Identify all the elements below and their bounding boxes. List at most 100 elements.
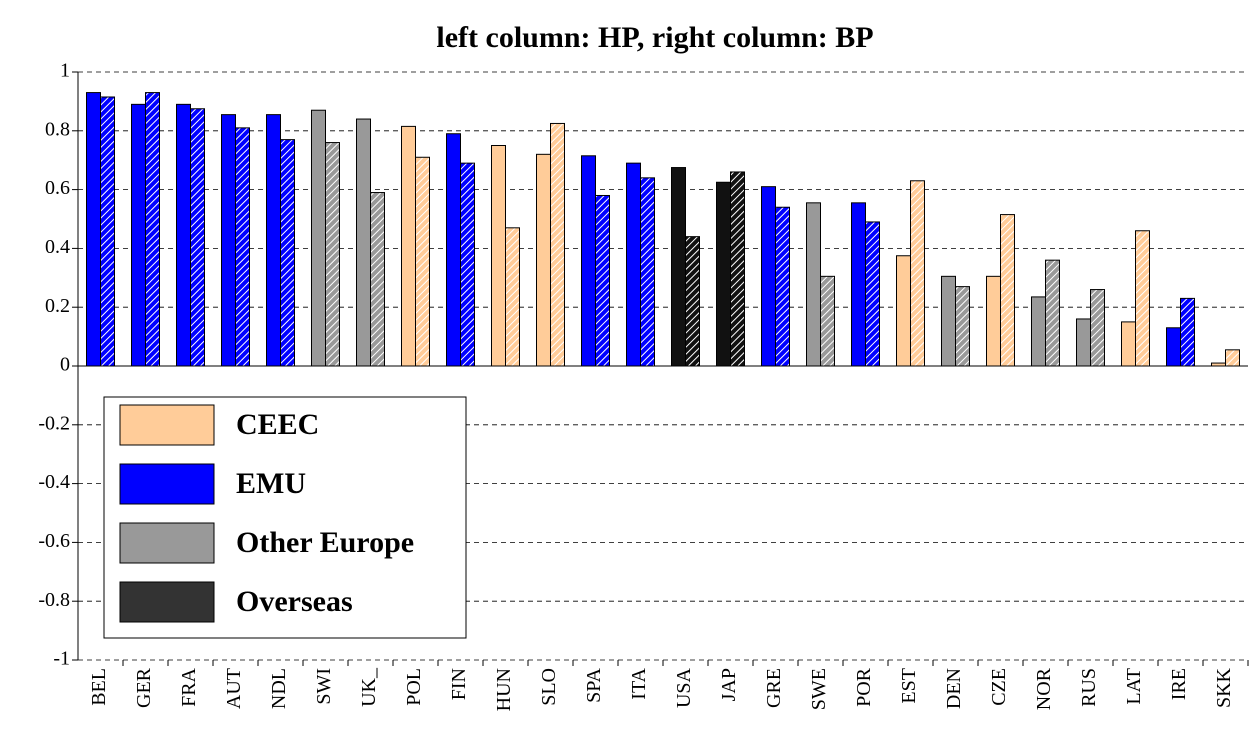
legend-label: Overseas — [236, 585, 353, 618]
legend-swatch — [119, 463, 215, 505]
x-tick-label: BEL — [88, 668, 110, 706]
bar — [536, 153, 551, 367]
y-tick-label: 0.2 — [45, 295, 70, 317]
x-tick-label: NDL — [268, 668, 290, 709]
x-tick-label: GRE — [763, 668, 785, 708]
bar — [1031, 296, 1046, 367]
bar — [550, 122, 565, 367]
x-tick-label: GER — [133, 667, 155, 708]
bar — [716, 181, 731, 367]
y-tick-label: -0.6 — [38, 530, 70, 552]
bar — [1180, 297, 1195, 367]
x-tick-label: FIN — [448, 668, 470, 700]
bar — [806, 202, 821, 367]
x-tick-label: SWE — [808, 668, 830, 710]
bar — [100, 96, 115, 367]
y-tick-label: 0.4 — [45, 236, 70, 258]
x-tick-label: FRA — [178, 667, 200, 706]
x-tick-label: SPA — [583, 667, 605, 702]
legend-swatch — [119, 581, 215, 623]
x-tick-label: POR — [853, 667, 875, 707]
x-tick-label: HUN — [493, 668, 515, 711]
x-tick-label: CZE — [988, 668, 1010, 706]
x-tick-label: JAP — [718, 668, 740, 701]
x-tick-label: AUT — [223, 668, 245, 709]
x-tick-label: POL — [403, 668, 425, 706]
bar — [581, 155, 596, 367]
bar — [356, 118, 371, 367]
x-tick-label: UK_ — [358, 667, 380, 707]
bar — [401, 125, 416, 367]
x-tick-label: USA — [673, 667, 695, 708]
bar — [311, 109, 326, 367]
bar — [595, 194, 610, 367]
bar — [1045, 259, 1060, 367]
bar — [266, 114, 281, 367]
bar — [145, 92, 160, 367]
bar — [775, 206, 790, 367]
x-tick-label: IRE — [1168, 668, 1190, 700]
bar — [820, 275, 835, 367]
bar — [415, 156, 430, 367]
x-tick-label: ITA — [628, 667, 650, 699]
bar — [730, 171, 745, 367]
bar — [1135, 230, 1150, 367]
bar — [235, 127, 250, 367]
bar — [325, 142, 340, 367]
bar — [941, 275, 956, 367]
bar — [131, 103, 146, 367]
legend-label: Other Europe — [236, 526, 414, 559]
bar — [1076, 318, 1091, 367]
x-tick-label: NOR — [1033, 667, 1055, 710]
bar — [505, 227, 520, 367]
bar — [1225, 349, 1240, 367]
y-tick-label: -0.2 — [38, 412, 70, 434]
legend-swatch — [119, 522, 215, 564]
bar — [1166, 327, 1181, 367]
bar — [370, 192, 385, 367]
bar — [1121, 321, 1136, 367]
bar — [446, 133, 461, 367]
chart-title: left column: HP, right column: BP — [436, 21, 873, 54]
x-tick-label: LAT — [1123, 668, 1145, 705]
x-tick-label: SLO — [538, 668, 560, 706]
bar — [865, 221, 880, 367]
bar — [280, 139, 295, 367]
bar — [685, 236, 700, 367]
x-tick-label: SKK — [1213, 667, 1235, 708]
bar — [640, 177, 655, 367]
bar — [491, 145, 506, 367]
bar — [176, 103, 191, 367]
y-tick-label: 0 — [60, 354, 70, 376]
y-tick-label: -0.4 — [38, 471, 70, 493]
x-tick-label: SWI — [313, 668, 335, 705]
y-tick-label: -0.8 — [38, 589, 70, 611]
x-tick-label: DEN — [943, 668, 965, 709]
bar — [896, 255, 911, 367]
bar — [1000, 214, 1015, 367]
x-tick-label: RUS — [1078, 668, 1100, 707]
bar — [1090, 289, 1105, 367]
bar — [910, 180, 925, 367]
bar — [955, 286, 970, 367]
legend-label: EMU — [236, 467, 306, 500]
bar — [761, 186, 776, 367]
y-tick-label: 0.6 — [45, 177, 70, 199]
bar — [460, 162, 475, 367]
legend-swatch — [119, 404, 215, 446]
bar — [671, 167, 686, 367]
bar — [221, 114, 236, 367]
y-tick-label: 0.8 — [45, 118, 70, 140]
bar — [86, 92, 101, 367]
bar — [1211, 362, 1226, 367]
bar — [626, 162, 641, 367]
legend-label: CEEC — [236, 408, 319, 441]
y-tick-label: 1 — [60, 60, 70, 82]
bar — [851, 202, 866, 367]
bar — [986, 275, 1001, 367]
bar — [190, 108, 205, 367]
x-tick-label: EST — [898, 668, 920, 704]
y-tick-label: -1 — [53, 648, 70, 670]
